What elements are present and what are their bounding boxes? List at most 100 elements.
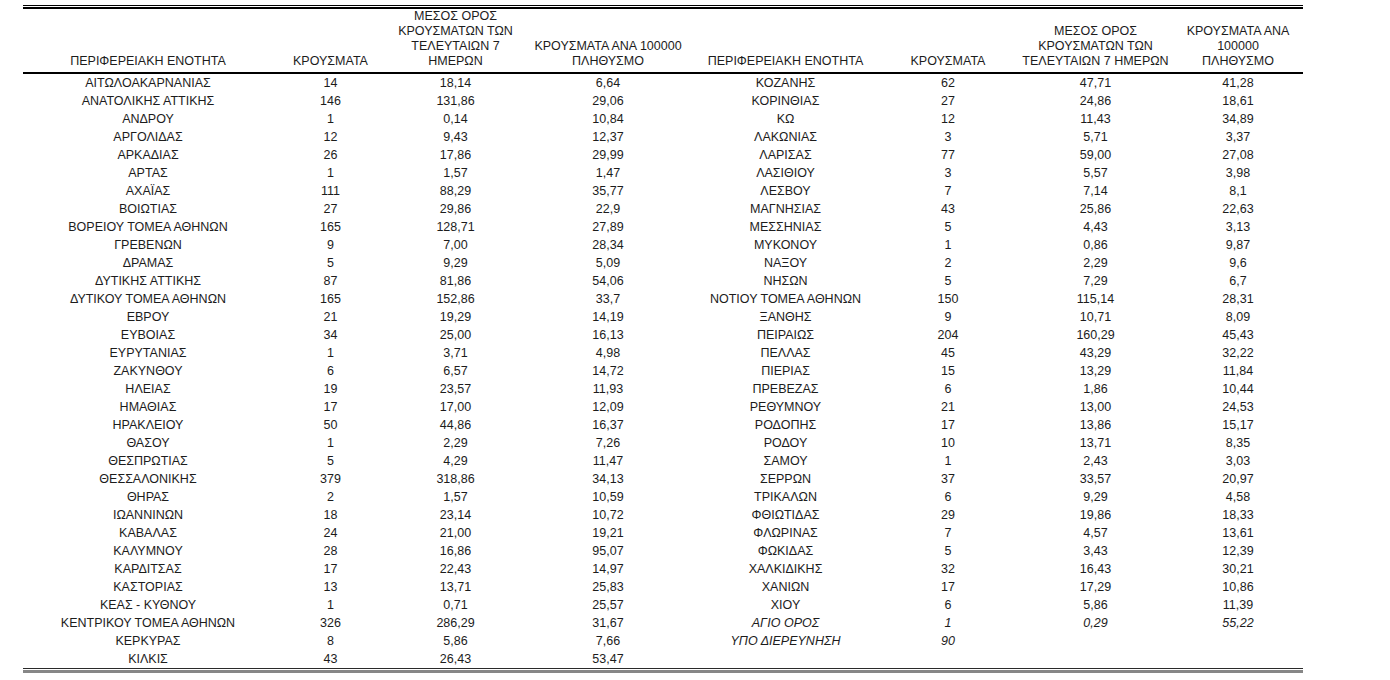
cell-per100k: 3,03 — [1173, 452, 1303, 470]
cell-avg7: 9,29 — [1018, 488, 1173, 506]
cell-region: ΚΑΛΥΜΝΟΥ — [23, 542, 273, 560]
cell-cases: 6 — [878, 596, 1018, 614]
cell-cases: 146 — [273, 92, 388, 110]
cell-region: ΣΑΜΟΥ — [693, 452, 878, 470]
cell-region: ΔΡΑΜΑΣ — [23, 254, 273, 272]
cell-avg7: 160,29 — [1018, 326, 1173, 344]
table-row: ΕΥΡΥΤΑΝΙΑΣ13,714,98ΠΕΛΛΑΣ4543,2932,22 — [23, 344, 1303, 362]
cell-per100k: 31,67 — [523, 614, 693, 632]
cell-per100k: 30,21 — [1173, 560, 1303, 578]
cell-cases: 7 — [878, 182, 1018, 200]
cell-per100k: 11,84 — [1173, 362, 1303, 380]
cell-region: ΑΡΓΟΛΙΔΑΣ — [23, 128, 273, 146]
cell-per100k: 16,37 — [523, 416, 693, 434]
cell-per100k: 12,37 — [523, 128, 693, 146]
cell-avg7: 13,71 — [1018, 434, 1173, 452]
table-row: ΑΝΑΤΟΛΙΚΗΣ ΑΤΤΙΚΗΣ146131,8629,06ΚΟΡΙΝΘΙΑ… — [23, 92, 1303, 110]
cell-per100k: 1,47 — [523, 164, 693, 182]
cell-avg7: 5,57 — [1018, 164, 1173, 182]
cell-per100k: 22,9 — [523, 200, 693, 218]
cell-region: ΝΗΣΩΝ — [693, 272, 878, 290]
cell-avg7: 0,29 — [1018, 614, 1173, 632]
cell-per100k: 10,59 — [523, 488, 693, 506]
header-row: ΠΕΡΙΦΕΡΕΙΑΚΗ ΕΝΟΤΗΤΑ ΚΡΟΥΣΜΑΤΑ ΜΕΣΟΣ ΟΡΟ… — [23, 9, 1303, 73]
cell-region: ΑΓΙΟ ΟΡΟΣ — [693, 614, 878, 632]
table-row: ΚΑΛΥΜΝΟΥ2816,8695,07ΦΩΚΙΔΑΣ53,4312,39 — [23, 542, 1303, 560]
cell-per100k: 28,34 — [523, 236, 693, 254]
cell-avg7: 17,00 — [388, 398, 523, 416]
cell-cases: 1 — [878, 614, 1018, 632]
table-row: ΙΩΑΝΝΙΝΩΝ1823,1410,72ΦΘΙΩΤΙΔΑΣ2919,8618,… — [23, 506, 1303, 524]
cell-cases: 62 — [878, 73, 1018, 92]
cell-avg7: 18,14 — [388, 73, 523, 92]
cell-per100k: 33,7 — [523, 290, 693, 308]
cell-cases: 43 — [273, 650, 388, 668]
header-avg7-left: ΜΕΣΟΣ ΟΡΟΣ ΚΡΟΥΣΜΑΤΩΝ ΤΩΝ ΤΕΛΕΥΤΑΙΩΝ 7 Η… — [388, 9, 523, 73]
cell-per100k: 41,28 — [1173, 73, 1303, 92]
cell-cases: 15 — [878, 362, 1018, 380]
regional-cases-table-wrap: ΠΕΡΙΦΕΡΕΙΑΚΗ ΕΝΟΤΗΤΑ ΚΡΟΥΣΜΑΤΑ ΜΕΣΟΣ ΟΡΟ… — [23, 5, 1303, 673]
cell-per100k: 25,57 — [523, 596, 693, 614]
cell-avg7: 3,43 — [1018, 542, 1173, 560]
cell-per100k: 5,09 — [523, 254, 693, 272]
cell-region: ΠΡΕΒΕΖΑΣ — [693, 380, 878, 398]
cell-region: ΔΥΤΙΚΗΣ ΑΤΤΙΚΗΣ — [23, 272, 273, 290]
table-row: ΚΑΒΑΛΑΣ2421,0019,21ΦΛΩΡΙΝΑΣ74,5713,61 — [23, 524, 1303, 542]
cell-region: ΣΕΡΡΩΝ — [693, 470, 878, 488]
cell-region: ΚΕΝΤΡΙΚΟΥ ΤΟΜΕΑ ΑΘΗΝΩΝ — [23, 614, 273, 632]
cell-avg7: 1,57 — [388, 164, 523, 182]
cell-region: ΦΛΩΡΙΝΑΣ — [693, 524, 878, 542]
cell-avg7: 25,00 — [388, 326, 523, 344]
cell-per100k: 29,99 — [523, 146, 693, 164]
header-region-left: ΠΕΡΙΦΕΡΕΙΑΚΗ ΕΝΟΤΗΤΑ — [23, 9, 273, 73]
cell-cases: 150 — [878, 290, 1018, 308]
table-row: ΑΡΚΑΔΙΑΣ2617,8629,99ΛΑΡΙΣΑΣ7759,0027,08 — [23, 146, 1303, 164]
cell-per100k: 54,06 — [523, 272, 693, 290]
cell-avg7: 318,86 — [388, 470, 523, 488]
cell-avg7: 2,29 — [1018, 254, 1173, 272]
cell-region: ΚΑΡΔΙΤΣΑΣ — [23, 560, 273, 578]
table-row: ΚΑΣΤΟΡΙΑΣ1313,7125,83ΧΑΝΙΩΝ1717,2910,86 — [23, 578, 1303, 596]
cell-region: ΛΑΣΙΘΙΟΥ — [693, 164, 878, 182]
cell-per100k: 7,26 — [523, 434, 693, 452]
cell-region: ΛΑΚΩΝΙΑΣ — [693, 128, 878, 146]
table-row: ΔΥΤΙΚΟΥ ΤΟΜΕΑ ΑΘΗΝΩΝ165152,8633,7ΝΟΤΙΟΥ … — [23, 290, 1303, 308]
cell-per100k: 53,47 — [523, 650, 693, 668]
cell-cases: 90 — [878, 632, 1018, 650]
header-per100k-left: ΚΡΟΥΣΜΑΤΑ ΑΝΑ 100000 ΠΛΗΘΥΣΜΟ — [523, 9, 693, 73]
table-row: ΚΕΝΤΡΙΚΟΥ ΤΟΜΕΑ ΑΘΗΝΩΝ326286,2931,67ΑΓΙΟ… — [23, 614, 1303, 632]
table-row: ΔΡΑΜΑΣ59,295,09ΝΑΞΟΥ22,299,6 — [23, 254, 1303, 272]
table-row: ΒΟΡΕΙΟΥ ΤΟΜΕΑ ΑΘΗΝΩΝ165128,7127,89ΜΕΣΣΗΝ… — [23, 218, 1303, 236]
cell-region — [693, 650, 878, 668]
cell-cases: 5 — [878, 542, 1018, 560]
cell-per100k: 4,58 — [1173, 488, 1303, 506]
cell-avg7: 29,86 — [388, 200, 523, 218]
cell-avg7: 47,71 — [1018, 73, 1173, 92]
cell-per100k: 7,66 — [523, 632, 693, 650]
cell-per100k — [1173, 632, 1303, 650]
cell-region: ΕΒΡΟΥ — [23, 308, 273, 326]
cell-avg7: 115,14 — [1018, 290, 1173, 308]
table-row: ΚΕΑΣ - ΚΥΘΝΟΥ10,7125,57ΧΙΟΥ65,8611,39 — [23, 596, 1303, 614]
cell-avg7: 0,14 — [388, 110, 523, 128]
table-row: ΑΡΓΟΛΙΔΑΣ129,4312,37ΛΑΚΩΝΙΑΣ35,713,37 — [23, 128, 1303, 146]
cell-region: ΑΡΚΑΔΙΑΣ — [23, 146, 273, 164]
cell-region: ΜΑΓΝΗΣΙΑΣ — [693, 200, 878, 218]
table-row: ΚΑΡΔΙΤΣΑΣ1722,4314,97ΧΑΛΚΙΔΙΚΗΣ3216,4330… — [23, 560, 1303, 578]
cell-avg7: 0,86 — [1018, 236, 1173, 254]
cell-avg7: 0,71 — [388, 596, 523, 614]
cell-per100k: 35,77 — [523, 182, 693, 200]
table-row: ΔΥΤΙΚΗΣ ΑΤΤΙΚΗΣ8781,8654,06ΝΗΣΩΝ57,296,7 — [23, 272, 1303, 290]
cell-per100k: 28,31 — [1173, 290, 1303, 308]
cell-cases: 6 — [878, 380, 1018, 398]
cell-cases: 45 — [878, 344, 1018, 362]
cell-avg7: 13,86 — [1018, 416, 1173, 434]
table-row: ΘΗΡΑΣ21,5710,59ΤΡΙΚΑΛΩΝ69,294,58 — [23, 488, 1303, 506]
cell-region: ΑΧΑΪΑΣ — [23, 182, 273, 200]
cell-per100k: 15,17 — [1173, 416, 1303, 434]
cell-cases: 77 — [878, 146, 1018, 164]
cell-region: ΡΟΔΟΠΗΣ — [693, 416, 878, 434]
cell-cases: 111 — [273, 182, 388, 200]
cell-per100k: 95,07 — [523, 542, 693, 560]
cell-per100k: 14,72 — [523, 362, 693, 380]
